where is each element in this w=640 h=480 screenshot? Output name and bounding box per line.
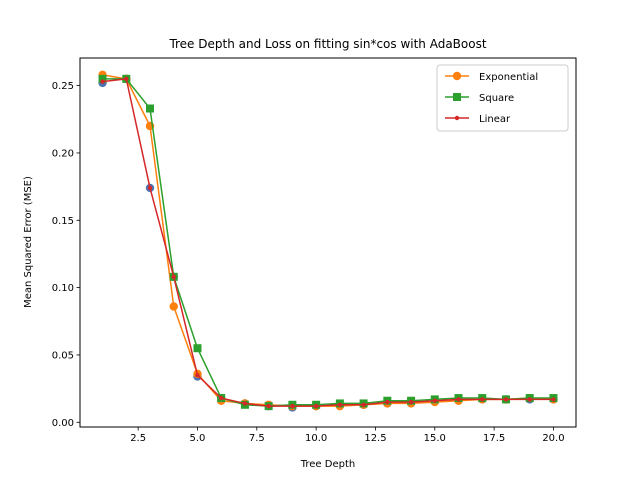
x-tick-label: 17.5 [483, 433, 505, 444]
x-tick-label: 20.0 [542, 433, 564, 444]
y-axis-label: Mean Squared Error (MSE) [23, 176, 34, 308]
legend-label-square: Square [479, 93, 514, 104]
data-point-linear [385, 399, 390, 405]
legend-marker-linear [454, 115, 460, 121]
data-point-linear [124, 76, 129, 82]
data-point-linear [432, 398, 437, 403]
data-point-linear [219, 395, 224, 401]
plot-area [98, 70, 558, 412]
legend-label-exponential: Exponential [479, 72, 538, 83]
legend-marker-exponential [452, 71, 462, 81]
data-point-linear [242, 401, 248, 406]
data-point-linear [480, 397, 485, 402]
y-tick-label: 0.10 [52, 283, 74, 294]
x-tick-label: 10.0 [305, 433, 327, 444]
series-line-linear [102, 78, 554, 407]
y-tick-label: 0.05 [52, 350, 74, 361]
data-point-linear [100, 79, 105, 84]
y-tick-label: 0.00 [52, 418, 74, 429]
data-point-linear [147, 185, 153, 191]
y-tick-label: 0.25 [52, 81, 74, 92]
data-point-square [193, 344, 202, 353]
data-point-square [146, 104, 155, 113]
legend-box [436, 64, 569, 132]
data-point-exponential [169, 302, 178, 311]
data-point-linear [361, 402, 366, 407]
data-point-linear [503, 397, 509, 402]
data-point-linear [527, 397, 532, 402]
axis-ticks: 2.5 5.0 7.5 10.0 12.5 15.0 17.5 20.0 0.00 0.05 0.1… [52, 81, 565, 444]
data-point-linear [266, 403, 271, 409]
y-tick-label: 0.15 [52, 216, 74, 227]
x-tick-label: 5.0 [190, 433, 206, 444]
data-point-linear [290, 403, 295, 409]
data-point-linear [456, 397, 461, 402]
data-point-linear [313, 403, 319, 409]
data-point-linear [171, 274, 176, 280]
data-point-square [98, 74, 107, 83]
x-axis-label: Tree Depth [300, 459, 355, 470]
chart-title: Tree Depth and Loss on fitting sin*cos w… [168, 37, 486, 51]
data-point-linear [337, 402, 343, 407]
y-tick-label: 0.20 [52, 148, 74, 159]
legend-marker-square [453, 93, 461, 101]
plot-frame [79, 57, 577, 428]
data-point-linear [408, 399, 414, 405]
x-tick-label: 12.5 [364, 433, 386, 444]
data-point-linear [195, 372, 200, 378]
x-tick-label: 2.5 [130, 433, 146, 444]
legend: Exponential Square Linear [436, 64, 569, 132]
x-tick-label: 7.5 [249, 433, 265, 444]
legend-label-linear: Linear [479, 114, 511, 125]
data-point-linear [551, 397, 556, 402]
x-tick-label: 15.0 [424, 433, 446, 444]
